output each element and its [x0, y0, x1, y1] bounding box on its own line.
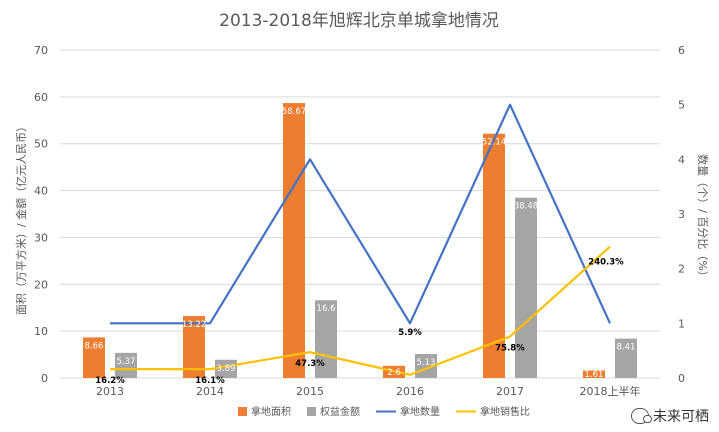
x-tick-label: 2014 [196, 385, 224, 398]
bar-拿地面积 [183, 316, 205, 378]
left-tick-label: 40 [34, 185, 48, 198]
bar-value-label: 13.22 [182, 320, 206, 330]
lines [109, 103, 612, 376]
bar-拿地面积 [583, 370, 605, 378]
line-拿地数量 [110, 103, 612, 325]
line-value-label: 47.3% [295, 359, 325, 369]
bar-value-label: 8.41 [617, 343, 636, 353]
watermark-text: 未来可栖 [653, 409, 709, 425]
x-axis-ticks: 2013 2014 2015 2016 2017 2018上半年 [96, 384, 641, 398]
bar-权益金额 [515, 197, 537, 378]
left-tick-label: 60 [34, 91, 48, 104]
x-tick-label: 2016 [396, 385, 424, 398]
left-tick-label: 70 [34, 44, 48, 57]
bar-权益金额 [115, 352, 137, 378]
left-tick-label: 20 [34, 278, 48, 291]
right-axis-ticks: 0 1 2 3 4 5 6 [678, 44, 685, 385]
left-axis-label: 面积（万平方米）/ 金额（亿元人民币） [14, 121, 28, 315]
left-tick-label: 30 [34, 231, 48, 244]
data-labels: 8.66 13.22 58.67 2.6 52.14 1.61 5.37 3.89 16.6 5.… [85, 107, 636, 386]
x-tick-label: 2013 [96, 385, 124, 398]
line-value-label: 5.9% [398, 328, 422, 338]
line-value-label: 240.3% [588, 258, 624, 268]
gridlines [60, 49, 660, 379]
bar-拿地面积 [483, 133, 505, 378]
bar-权益金额 [315, 300, 337, 378]
legend-label: 权益金额 [320, 405, 360, 418]
right-tick-label: 2 [678, 263, 685, 276]
left-tick-label: 10 [34, 325, 48, 338]
right-tick-label: 5 [678, 99, 685, 112]
bar-value-label: 5.37 [117, 357, 136, 367]
bar-value-label: 2.6 [387, 368, 401, 378]
bar-权益金额 [215, 359, 237, 378]
right-tick-label: 0 [678, 372, 685, 385]
line-value-label: 16.1% [195, 376, 225, 386]
legend-label: 拿地销售比 [480, 405, 530, 418]
right-tick-label: 3 [678, 208, 685, 221]
line-value-label: 75.8% [495, 344, 525, 354]
watermark: 未来可栖 [631, 406, 709, 426]
right-tick-label: 4 [678, 153, 685, 166]
bar-value-label: 38.48 [514, 202, 538, 212]
x-tick-label: 2018上半年 [580, 384, 641, 398]
legend-label: 拿地面积 [251, 405, 291, 418]
left-axis-ticks: 0 10 20 30 40 50 60 70 [34, 44, 48, 385]
bar-value-label: 5.13 [417, 358, 436, 368]
line-value-label: 16.2% [95, 376, 125, 386]
legend-swatch [307, 407, 316, 416]
legend: 拿地面积 权益金额 拿地数量 拿地销售比 [238, 405, 530, 418]
left-tick-label: 0 [41, 372, 48, 385]
bar-value-label: 3.89 [217, 364, 236, 374]
right-axis-label: 数量（个）/ 百分比（%） [696, 154, 709, 282]
bar-value-label: 58.67 [282, 107, 306, 117]
right-tick-label: 6 [678, 44, 685, 57]
left-tick-label: 50 [34, 138, 48, 151]
bar-拿地面积 [283, 103, 305, 378]
bar-权益金额 [415, 353, 437, 378]
legend-swatch [238, 407, 247, 416]
legend-label: 拿地数量 [400, 405, 440, 418]
bars [83, 103, 637, 378]
bar-拿地面积 [83, 337, 105, 378]
bar-value-label: 8.66 [85, 341, 104, 351]
wechat-icon [631, 408, 652, 424]
bar-value-label: 52.14 [482, 138, 506, 148]
x-tick-label: 2017 [496, 385, 524, 398]
chart-title: 2013-2018年旭辉北京单城拿地情况 [219, 10, 499, 31]
right-tick-label: 1 [678, 317, 685, 330]
bar-value-label: 1.61 [585, 370, 604, 380]
line-拿地销售比 [109, 245, 611, 376]
x-tick-label: 2015 [296, 385, 324, 398]
bar-权益金额 [615, 338, 637, 378]
bar-value-label: 16.6 [317, 304, 336, 314]
